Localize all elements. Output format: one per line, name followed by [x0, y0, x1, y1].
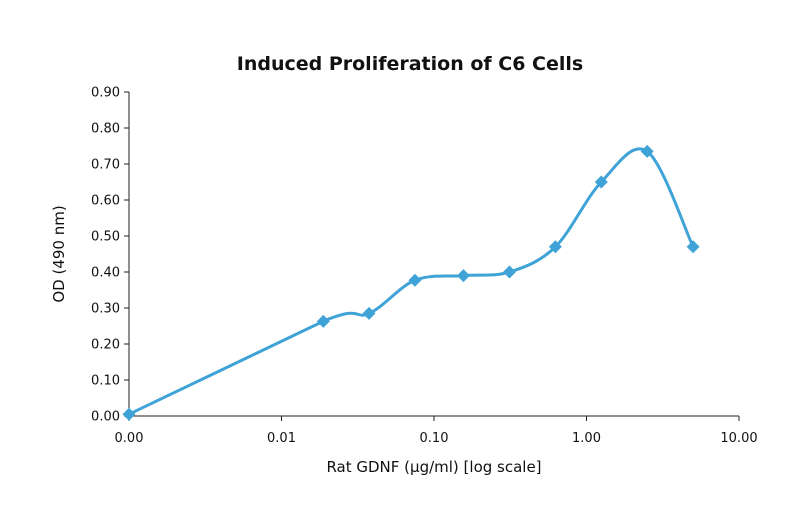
x-tick-label: 0.00 — [115, 431, 144, 446]
y-tick-label: 0.10 — [91, 374, 120, 389]
y-tick-label: 0.90 — [91, 86, 120, 101]
data-point — [640, 144, 654, 158]
axes — [128, 92, 739, 417]
y-tick-label: 0.80 — [91, 122, 120, 137]
chart-title: Induced Proliferation of C6 Cells — [237, 53, 583, 75]
data-point — [408, 273, 422, 287]
data-point — [122, 407, 136, 421]
y-tick-label: 0.60 — [91, 194, 120, 209]
y-axis-label: OD (490 nm) — [50, 205, 68, 302]
x-tick-label: 10.00 — [720, 431, 757, 446]
data-point — [316, 314, 330, 328]
y-tick-label: 0.20 — [91, 338, 120, 353]
data-point — [362, 306, 376, 320]
x-tick-label: 0.01 — [267, 431, 296, 446]
data-point — [548, 240, 562, 254]
x-tick-label: 1.00 — [572, 431, 601, 446]
y-tick-label: 0.40 — [91, 266, 120, 281]
x-tick-label: 0.10 — [420, 431, 449, 446]
data-point — [594, 175, 608, 189]
y-tick-label: 0.70 — [91, 158, 120, 173]
data-point — [686, 240, 700, 254]
data-point — [456, 269, 470, 283]
y-tick-label: 0.50 — [91, 230, 120, 245]
y-tick-label: 0.00 — [91, 410, 120, 425]
x-axis-label: Rat GDNF (µg/ml) [log scale] — [326, 458, 541, 476]
y-tick-label: 0.30 — [91, 302, 120, 317]
data-point — [502, 265, 516, 279]
data-markers — [122, 144, 700, 421]
y-ticks: 0.00 0.10 0.20 0.30 0.40 0.50 0.60 0.70 0.80 0.90 — [91, 86, 129, 425]
x-ticks: 0.00 0.01 0.10 1.00 10.00 — [115, 416, 758, 446]
